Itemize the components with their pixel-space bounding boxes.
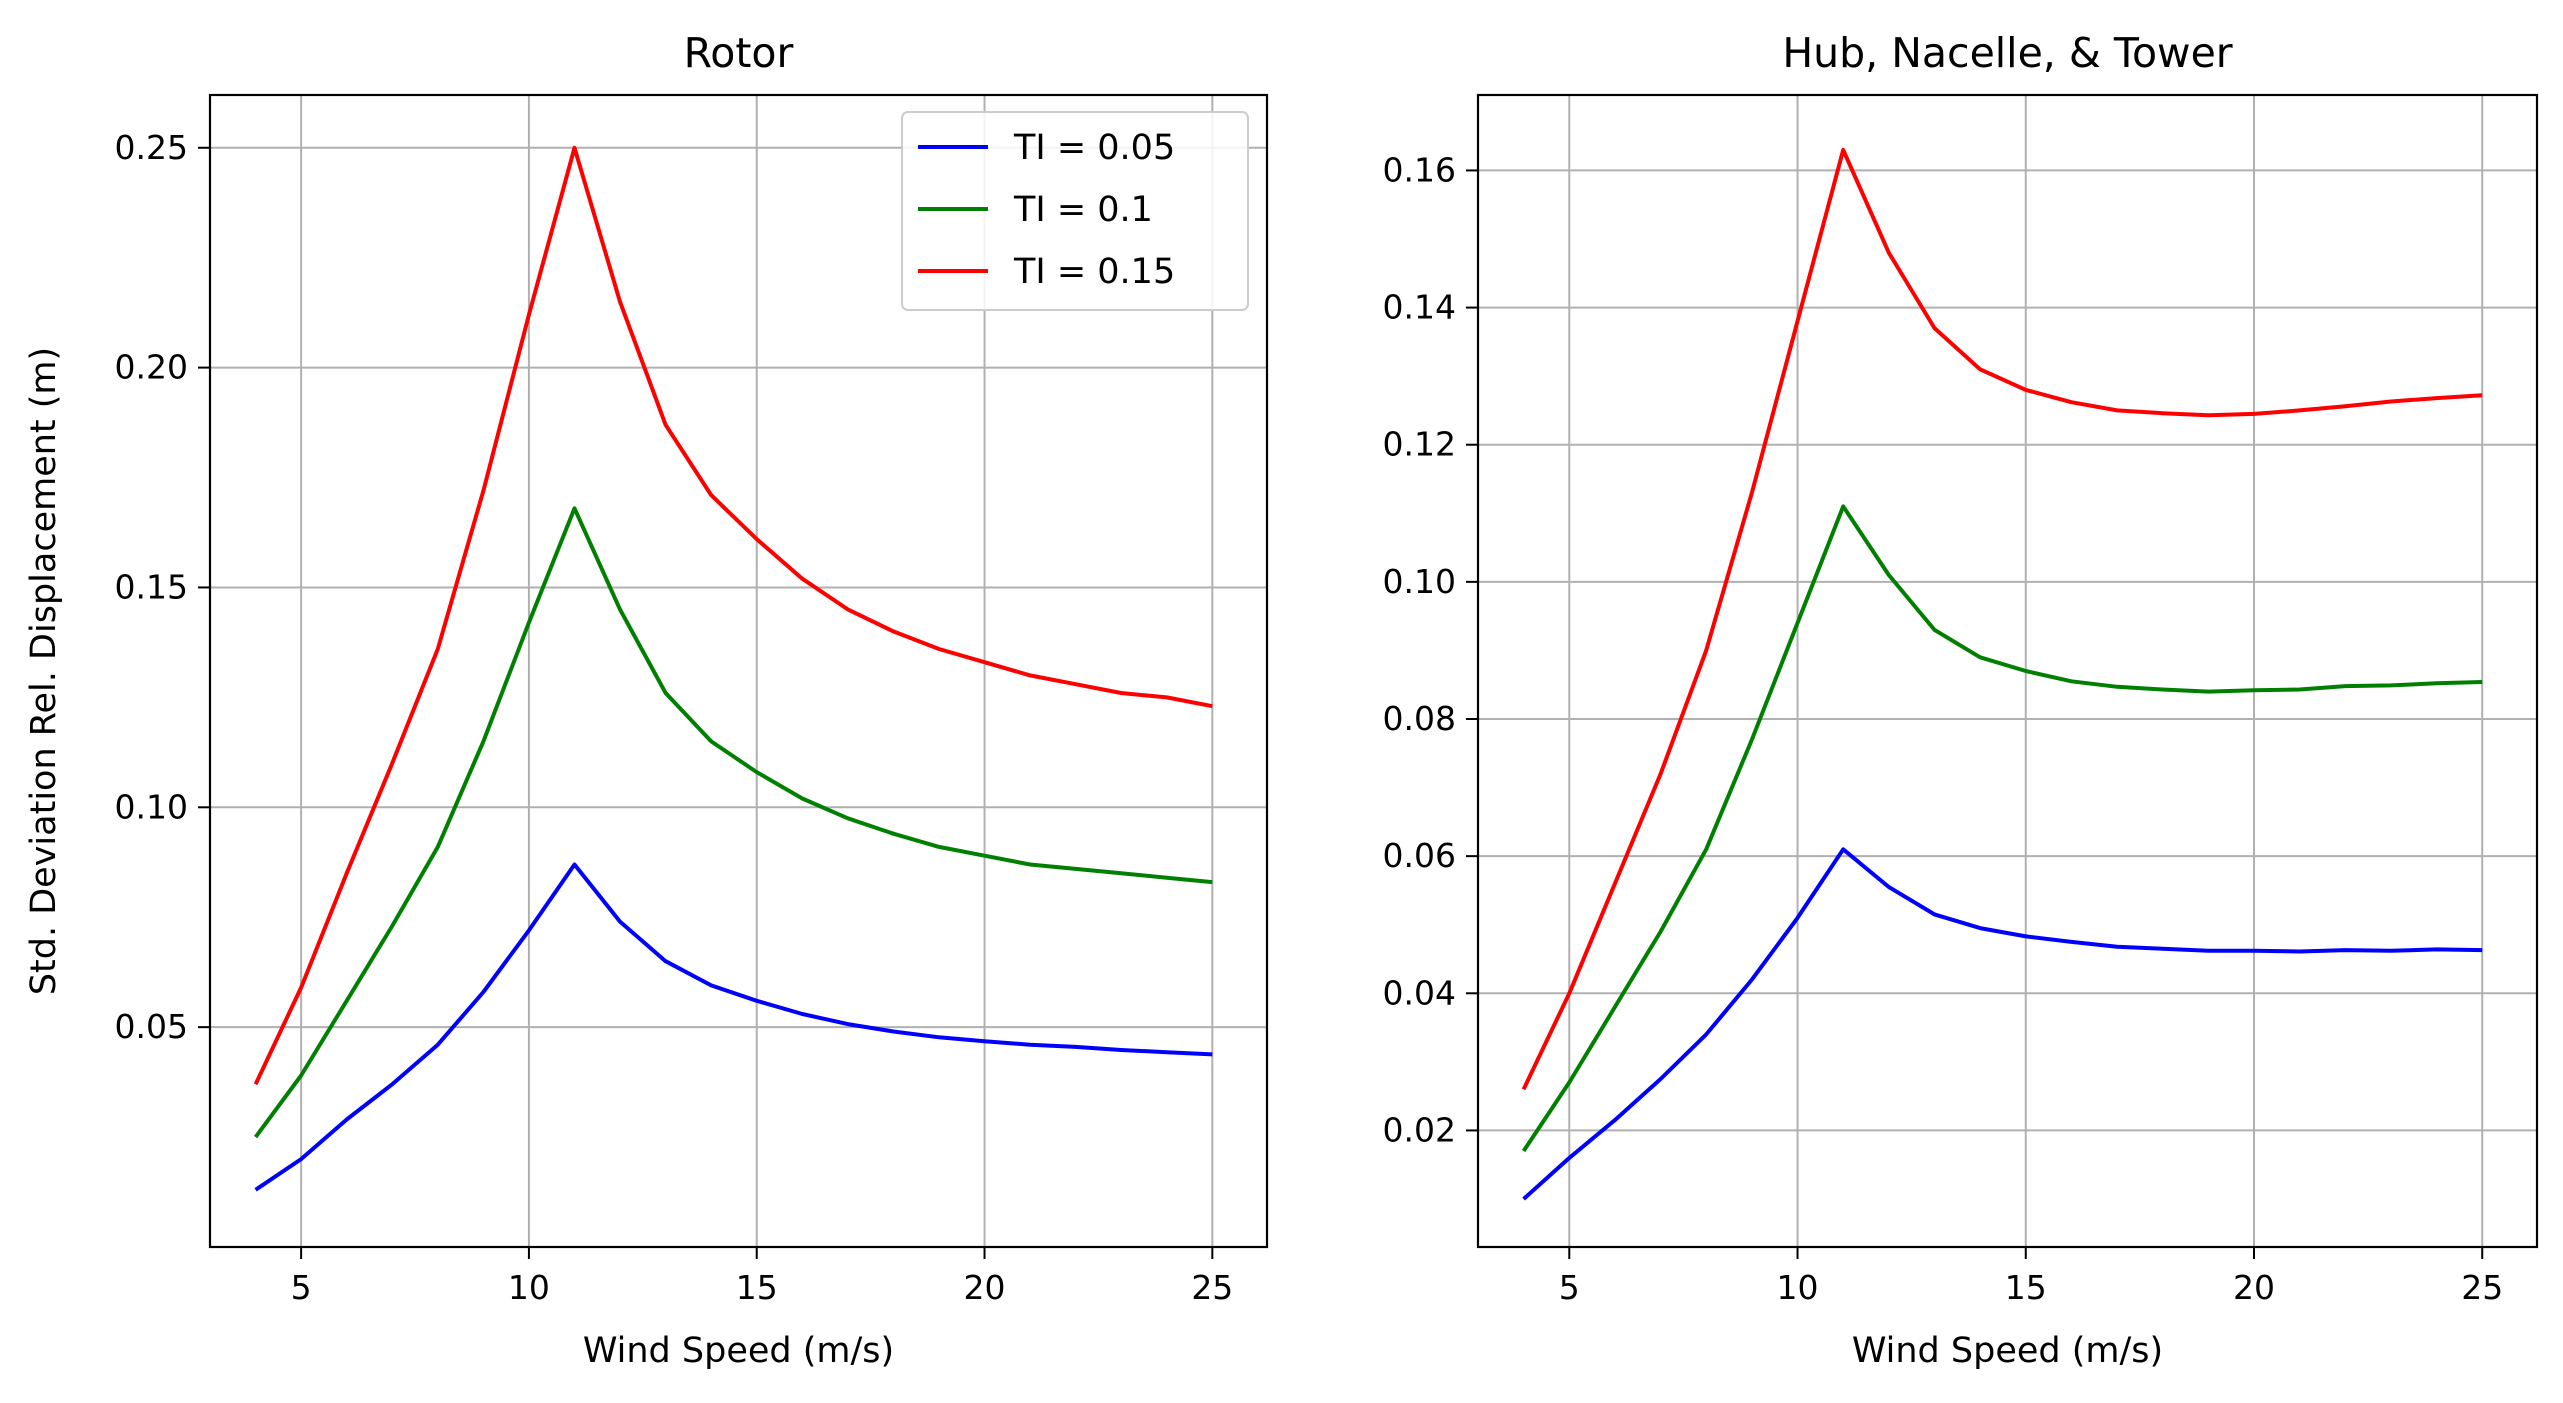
y-tick-label: 0.15: [115, 567, 188, 606]
series-line-0: [254, 862, 1213, 1192]
y-tick-label: 0.04: [1383, 973, 1456, 1012]
series-line-2: [253, 145, 1213, 1086]
x-tick-label: 10: [1777, 1268, 1819, 1307]
x-tick-label: 5: [1559, 1268, 1580, 1307]
x-axis-label: Wind Speed (m/s): [583, 1331, 894, 1371]
legend: TI = 0.05 TI = 0.1 TI = 0.15: [901, 111, 1249, 311]
series-line-2: [1521, 147, 2483, 1091]
legend-box: [901, 111, 1249, 311]
rotor-panel: 5 10 15 20 25 0.05 0.10 0.15 0.20 0.25 Rotor Wind S…: [24, 29, 1269, 1371]
x-tick-label: 15: [736, 1268, 778, 1307]
series-line-0: [1522, 847, 2483, 1201]
legend-label: TI = 0.1: [1013, 190, 1153, 230]
x-tick-label: 20: [964, 1268, 1006, 1307]
x-tick-label: 10: [508, 1268, 550, 1307]
x-tick-label: 20: [2233, 1268, 2275, 1307]
chart-title: Hub, Nacelle, & Tower: [1782, 29, 2232, 77]
y-tick-label: 0.10: [115, 787, 188, 826]
x-tick-label: 25: [1191, 1268, 1233, 1307]
hub-nacelle-tower-panel: 5 10 15 20 25 0.02 0.04 0.06 0.08 0.10 0.12 0.14 0.1…: [1383, 29, 2539, 1371]
x-tick-label: 5: [291, 1268, 312, 1307]
series-line-1: [1521, 504, 2483, 1153]
y-tick-label: 0.02: [1383, 1110, 1456, 1149]
y-tick-label: 0.25: [115, 128, 188, 167]
chart-title: Rotor: [684, 29, 794, 77]
y-tick-label: 0.10: [1383, 562, 1456, 601]
plot-frame: [1476, 93, 2539, 1249]
y-axis-label: Std. Deviation Rel. Displacement (m): [24, 347, 64, 995]
y-tick-label: 0.06: [1383, 836, 1456, 875]
x-tick-label: 25: [2461, 1268, 2503, 1307]
y-tick-label: 0.20: [115, 348, 188, 387]
y-tick-label: 0.05: [115, 1007, 188, 1046]
plot-frame: [208, 93, 1269, 1249]
y-tick-label: 0.14: [1383, 288, 1456, 327]
x-axis-label: Wind Speed (m/s): [1852, 1331, 2163, 1371]
x-tick-label: 15: [2005, 1268, 2047, 1307]
y-tick-label: 0.12: [1383, 425, 1456, 464]
series-line-1: [253, 506, 1213, 1139]
legend-label: TI = 0.15: [1013, 252, 1175, 292]
y-tick-label: 0.08: [1383, 699, 1456, 738]
legend-label: TI = 0.05: [1013, 128, 1175, 168]
y-tick-label: 0.16: [1383, 150, 1456, 189]
